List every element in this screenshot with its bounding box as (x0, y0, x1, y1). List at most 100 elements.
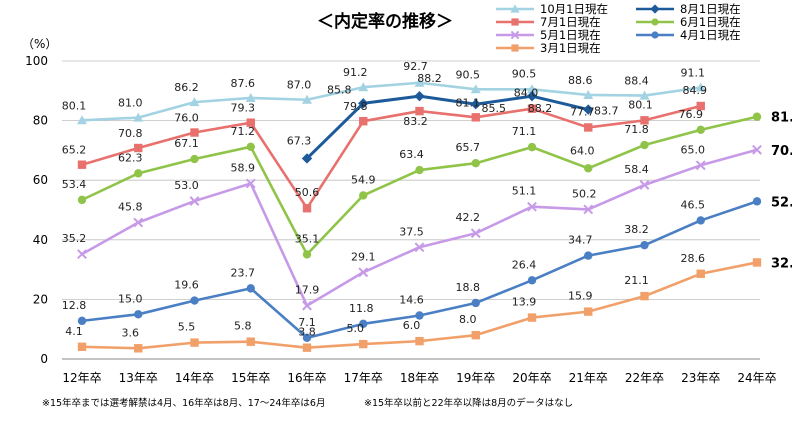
data-label-may: 53.0 (174, 179, 199, 192)
data-label-mar: 6.0 (403, 319, 421, 332)
data-label-apr: 26.4 (512, 258, 537, 271)
y-axis-ticks: 0 20 40 60 80 100 (25, 54, 48, 366)
data-label-oct: 91.1 (681, 67, 706, 80)
data-point (133, 217, 144, 228)
data-label-mar: 4.1 (65, 325, 83, 338)
data-label-may: 58.4 (624, 163, 649, 176)
data-point (415, 165, 424, 175)
x-category-label: 17年卒 (344, 371, 383, 385)
data-point (583, 89, 594, 99)
data-label-may: 17.9 (295, 284, 320, 297)
data-point (651, 18, 659, 26)
data-point (527, 313, 537, 322)
footnote-schedule: ※15年卒までは選考解禁は4月、16年卒は8月、17～24年卒は6月 (42, 397, 325, 409)
y-tick-label: 60 (33, 173, 48, 187)
data-point (189, 196, 200, 206)
data-label-jul: 77.7 (570, 105, 595, 118)
data-label-apr: 19.6 (174, 279, 199, 292)
data-label-apr: 15.0 (118, 292, 143, 305)
data-label-jun: 35.1 (295, 232, 320, 245)
x-axis-categories: 12年卒 13年卒 14年卒 15年卒 16年卒 17年卒 18年卒 19年卒 20年卒 21年卒… (62, 371, 776, 385)
data-point (471, 159, 480, 168)
data-label-jun: 81.3 (771, 111, 792, 126)
data-point (696, 101, 705, 111)
data-label-may: 70.2 (771, 144, 792, 159)
data-point (245, 178, 256, 189)
data-label-may: 35.2 (62, 232, 87, 245)
legend-item-may: 5月1日現在 (496, 28, 601, 42)
series-oct (77, 77, 706, 125)
data-label-jun: 63.4 (399, 148, 424, 161)
data-point (134, 344, 143, 353)
data-point (359, 116, 368, 126)
data-label-may: 45.8 (118, 201, 143, 214)
data-point (695, 160, 706, 171)
data-point (527, 104, 537, 113)
data-label-jul: 79.3 (231, 102, 256, 115)
data-point (359, 191, 368, 200)
x-category-label: 12年卒 (62, 371, 101, 385)
data-point (189, 97, 200, 107)
data-point (77, 342, 87, 351)
series-aug (301, 90, 594, 164)
x-category-label: 20年卒 (512, 371, 551, 385)
data-label-may: 50.2 (572, 187, 597, 200)
chart-title: ＜内定率の推移＞ (317, 11, 453, 32)
legend-label: 3月1日現在 (540, 41, 601, 55)
data-point (77, 160, 87, 169)
data-label-may: 51.1 (512, 185, 537, 198)
data-point (584, 307, 593, 316)
data-label-jul: 81.1 (456, 96, 481, 109)
data-point (470, 84, 481, 94)
data-point (752, 197, 762, 206)
legend-label: 4月1日現在 (680, 28, 741, 42)
data-point (695, 82, 706, 92)
legend-item-jun: 6月1日現在 (636, 15, 741, 29)
data-label-apr: 11.8 (349, 302, 374, 315)
data-label-may: 42.2 (456, 211, 481, 224)
data-label-jun: 64.0 (570, 144, 595, 157)
data-point (583, 204, 594, 215)
data-point (190, 154, 199, 164)
data-point (752, 112, 762, 121)
data-label-oct: 88.4 (624, 75, 649, 88)
data-label-aug: 85.5 (482, 102, 507, 115)
data-point (470, 228, 481, 239)
data-point (302, 343, 312, 352)
data-point (77, 249, 87, 260)
data-point (471, 298, 480, 308)
x-category-label: 14年卒 (175, 371, 214, 385)
data-point (696, 125, 705, 135)
legend-item-jul: 7月1日現在 (496, 15, 601, 29)
data-point (650, 4, 660, 14)
data-label-oct: 92.7 (403, 60, 428, 73)
data-point (584, 251, 593, 260)
data-point (752, 258, 762, 267)
data-label-aug: 85.8 (327, 83, 352, 96)
data-point (246, 118, 255, 127)
data-label-aug: 88.2 (528, 102, 553, 115)
x-category-label: 23年卒 (681, 371, 720, 385)
data-point (526, 90, 538, 102)
data-point (414, 90, 425, 102)
data-label-mar: 15.9 (568, 290, 593, 303)
series-jun (77, 112, 762, 259)
data-point (510, 30, 520, 40)
data-label-apr: 12.8 (62, 299, 87, 312)
data-point (639, 180, 650, 190)
footnote-august-data: ※15年卒以前と22年卒以降は8月のデータはなし (364, 397, 573, 409)
data-label-apr: 52.9 (771, 195, 792, 210)
data-label-apr: 46.5 (681, 198, 706, 211)
data-label-may: 29.1 (351, 250, 376, 263)
data-point (639, 90, 650, 100)
x-category-label: 13年卒 (119, 371, 158, 385)
data-label-jul: 84.0 (514, 87, 539, 100)
data-point (302, 204, 312, 213)
data-label-apr: 34.7 (568, 234, 593, 247)
data-point (246, 284, 255, 293)
data-label-jul: 50.6 (295, 186, 320, 199)
data-point (414, 77, 425, 87)
data-point (640, 140, 649, 150)
data-point (527, 276, 537, 285)
